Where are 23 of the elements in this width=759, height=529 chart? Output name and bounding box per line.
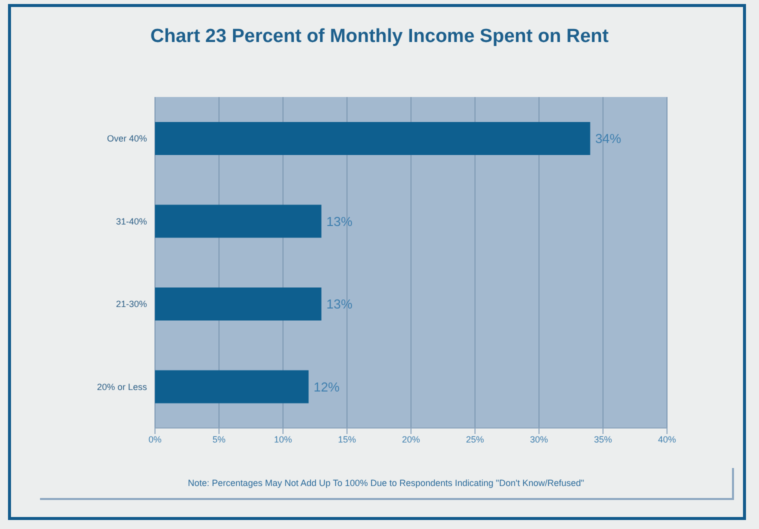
x-tick-label: 0% (148, 434, 162, 444)
bar (155, 288, 322, 320)
data-label: 34% (595, 131, 622, 146)
x-tick-label: 30% (530, 434, 548, 444)
text: Note: Percentages May Not Add Up To 100% Due to Respondents Indicating "Don't Know/Refused" (188, 478, 584, 488)
bar (155, 204, 322, 238)
bar (155, 370, 309, 404)
bar (155, 122, 590, 155)
x-tick-label: 20% (402, 434, 420, 444)
x-tick-label: 10% (274, 434, 292, 444)
y-tick-label: Over 40% (106, 134, 147, 144)
x-tick-label: 35% (594, 434, 612, 444)
data-label: 13% (326, 214, 353, 229)
x-tick-label: 40% (658, 434, 676, 444)
x-tick-label: 5% (212, 434, 226, 444)
x-tick-label: 15% (338, 434, 356, 444)
x-tick-label: 25% (466, 434, 484, 444)
y-tick-label: 20% or Less (96, 382, 148, 392)
data-label: 13% (326, 296, 353, 312)
chart-title: Chart 23 Percent of Monthly Income Spent on Rent (149, 26, 610, 48)
y-tick-label: 21-30% (116, 299, 147, 310)
data-label: 12% (314, 379, 340, 394)
y-tick-label: 31-40% (116, 216, 147, 226)
